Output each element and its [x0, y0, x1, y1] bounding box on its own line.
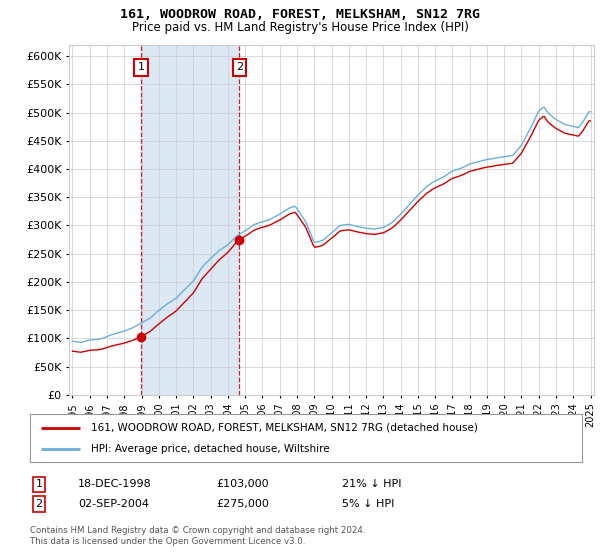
Text: 2: 2	[236, 62, 243, 72]
Text: HPI: Average price, detached house, Wiltshire: HPI: Average price, detached house, Wilt…	[91, 444, 329, 454]
Text: 18-DEC-1998: 18-DEC-1998	[78, 479, 152, 489]
Text: Price paid vs. HM Land Registry's House Price Index (HPI): Price paid vs. HM Land Registry's House …	[131, 21, 469, 34]
Text: 21% ↓ HPI: 21% ↓ HPI	[342, 479, 401, 489]
Text: £103,000: £103,000	[216, 479, 269, 489]
Text: 1: 1	[35, 479, 43, 489]
Text: 5% ↓ HPI: 5% ↓ HPI	[342, 499, 394, 509]
Text: Contains HM Land Registry data © Crown copyright and database right 2024.
This d: Contains HM Land Registry data © Crown c…	[30, 526, 365, 546]
Text: 1: 1	[137, 62, 145, 72]
Text: 161, WOODROW ROAD, FOREST, MELKSHAM, SN12 7RG (detached house): 161, WOODROW ROAD, FOREST, MELKSHAM, SN1…	[91, 423, 478, 433]
Text: £275,000: £275,000	[216, 499, 269, 509]
Text: 2: 2	[35, 499, 43, 509]
Text: 161, WOODROW ROAD, FOREST, MELKSHAM, SN12 7RG: 161, WOODROW ROAD, FOREST, MELKSHAM, SN1…	[120, 8, 480, 21]
Text: 02-SEP-2004: 02-SEP-2004	[78, 499, 149, 509]
Bar	[141, 45, 239, 395]
